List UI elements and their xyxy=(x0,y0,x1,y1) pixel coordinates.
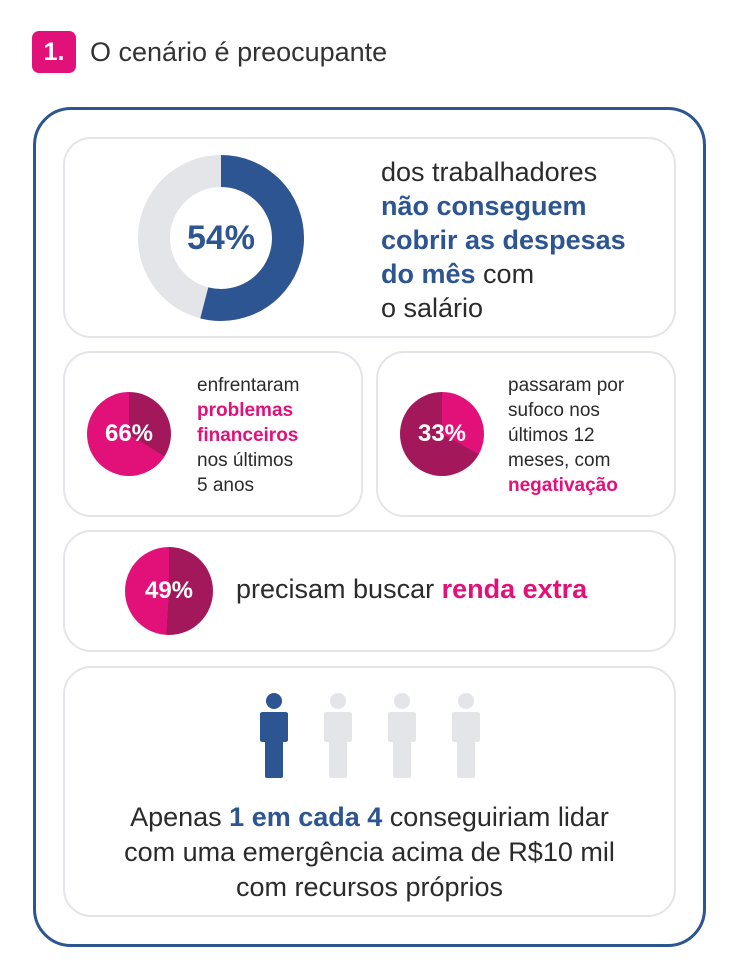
stat-problemas-highlight-2: financeiros xyxy=(197,425,299,446)
stat-emergencia-line-3: com recursos próprios xyxy=(235,872,504,902)
stat-emergencia-apenas: Apenas xyxy=(130,802,222,832)
pie-chart-33: 33% xyxy=(400,392,484,476)
stat-card-problemas: 66% enfrentaram problemas financeiros no… xyxy=(63,351,363,517)
donut-value-label: 54% xyxy=(186,218,256,257)
people-pictogram xyxy=(65,692,674,778)
person-icon xyxy=(448,692,484,778)
stat-sufoco-line-2: sufoco nos xyxy=(508,400,600,421)
person-icon xyxy=(320,692,356,778)
stat-card-sufoco: 33% passaram por sufoco nos últimos 12 m… xyxy=(376,351,676,517)
section-number-badge: 1. xyxy=(32,31,76,73)
stat-emergencia-text: Apenas 1 em cada 4 conseguiriam lidar co… xyxy=(65,800,674,905)
stat-sufoco-line-4: meses, com xyxy=(508,450,611,471)
stat-despesas-line-com: com xyxy=(483,259,535,289)
stat-sufoco-line-1: passaram por xyxy=(508,375,625,396)
person-icon-highlighted xyxy=(256,692,292,778)
stat-despesas-highlight: não conseguem cobrir as despesas do mês … xyxy=(381,189,651,291)
stat-emergencia-highlight: 1 em cada 4 xyxy=(229,802,383,832)
section-header: 1. O cenário é preocupante xyxy=(32,31,387,73)
stat-despesas-highlight-text: não conseguem cobrir as despesas do mês xyxy=(381,191,626,289)
stat-despesas-text: dos trabalhadores não conseguem cobrir a… xyxy=(381,155,651,325)
stat-renda-extra-highlight: renda extra xyxy=(441,574,588,604)
stat-sufoco-highlight: negativação xyxy=(508,475,618,496)
stat-card-emergencia: Apenas 1 em cada 4 conseguiriam lidar co… xyxy=(63,666,676,917)
pie-49-label: 49% xyxy=(144,577,194,604)
stat-sufoco-text: passaram por sufoco nos últimos 12 meses… xyxy=(508,373,624,498)
stat-card-despesas: 54% dos trabalhadores não conseguem cobr… xyxy=(63,137,676,338)
pie-33-label: 33% xyxy=(417,420,467,447)
donut-chart-54 xyxy=(138,155,304,321)
stat-problemas-highlight-1: problemas xyxy=(197,400,294,421)
stat-despesas-line-1: dos trabalhadores xyxy=(381,157,598,187)
stat-card-renda-extra: 49% precisam buscar renda extra xyxy=(63,530,676,652)
stat-emergencia-line-2: com uma emergência acima de R$10 mil xyxy=(124,837,615,867)
stat-despesas-line-salario: o salário xyxy=(381,293,484,323)
pie-chart-49: 49% xyxy=(125,547,213,635)
stat-emergencia-line-1: Apenas 1 em cada 4 conseguiriam lidar xyxy=(65,800,674,835)
stat-emergencia-lidar: conseguiriam lidar xyxy=(389,802,609,832)
stat-renda-extra-text: precisam buscar renda extra xyxy=(236,574,587,605)
stat-problemas-line-5: 5 anos xyxy=(197,475,255,496)
stat-sufoco-line-3: últimos 12 xyxy=(508,425,595,446)
stat-problemas-line-4: nos últimos xyxy=(197,450,294,471)
stat-renda-extra-line: precisam buscar xyxy=(236,574,435,604)
pie-66-label: 66% xyxy=(104,420,154,447)
section-title: O cenário é preocupante xyxy=(90,36,388,67)
stat-problemas-text: enfrentaram problemas financeiros nos úl… xyxy=(197,373,299,498)
stat-problemas-line-1: enfrentaram xyxy=(197,375,300,396)
pie-chart-66: 66% xyxy=(87,392,171,476)
person-icon xyxy=(384,692,420,778)
stats-frame xyxy=(33,107,706,947)
donut-value-arc xyxy=(138,155,304,321)
